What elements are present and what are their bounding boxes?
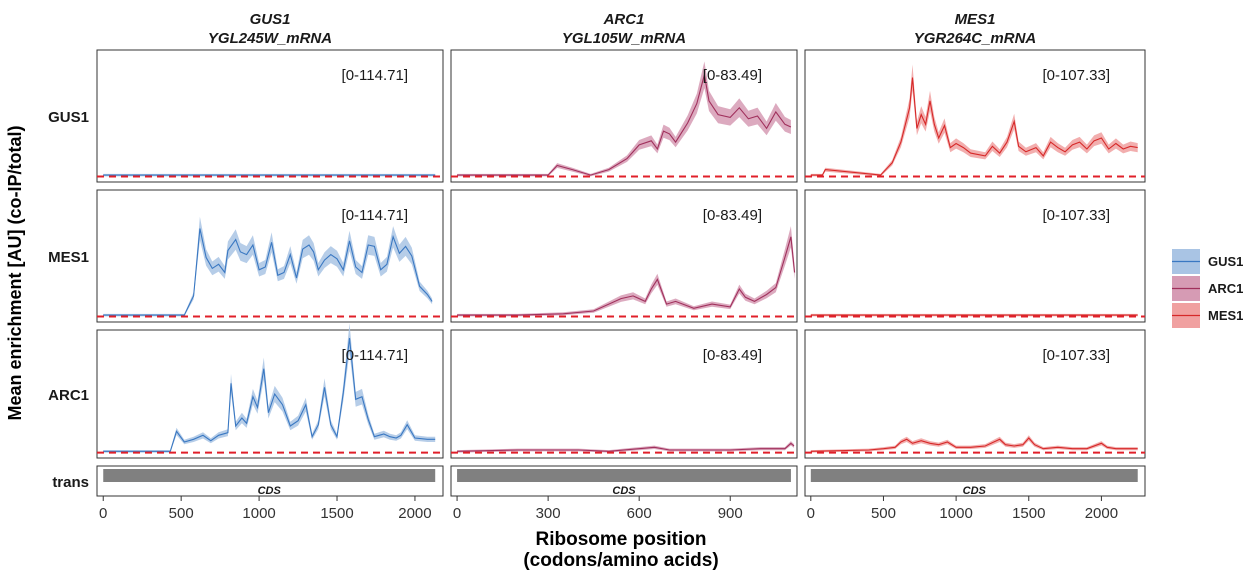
x-tick-label: 300 [536,505,561,522]
series-line [103,228,433,316]
x-tick-label: 1000 [939,505,972,522]
row-label-track: trans [52,474,89,491]
cds-bar [810,469,1138,482]
column-title-mrna: YGL245W_mRNA [208,30,332,47]
x-tick-label: 2000 [1085,505,1118,522]
series-ribbon [810,64,1138,177]
series-ribbon [810,435,1138,453]
range-label: [0-83.49] [703,207,762,224]
column-title-mrna: YGL105W_mRNA [562,30,686,47]
row-label: MES1 [48,249,89,266]
x-tick-label: 0 [807,505,815,522]
panel-frame [804,49,1146,183]
panel-frame [804,329,1146,459]
series-line [457,74,792,176]
cds-label: CDS [963,485,987,497]
cds-label: CDS [258,485,282,497]
x-tick-label: 2000 [398,505,431,522]
series-ribbon [103,323,436,453]
legend-label: ARC1 [1208,281,1243,296]
range-label: [0-107.33] [1042,67,1110,84]
series-line [810,77,1138,176]
panel-frame [96,49,444,183]
range-label: [0-114.71] [342,207,408,224]
column-title-mrna: YGR264C_mRNA [914,30,1037,47]
x-tick-label: 600 [627,505,652,522]
series-line [457,442,795,452]
x-tick-label: 500 [169,505,194,522]
series-line [810,437,1138,452]
x-tick-label: 1500 [320,505,353,522]
column-title-gene: GUS1 [250,11,291,28]
range-label: [0-107.33] [1042,347,1110,364]
x-tick-label: 1500 [1012,505,1045,522]
cds-bar [457,469,791,482]
x-tick-label: 900 [718,505,743,522]
x-axis-title-line2: (codons/amino acids) [523,550,718,571]
series-ribbon [457,226,795,317]
y-axis-title: Mean enrichment [AU] (co-IP/total) [5,125,25,420]
x-tick-label: 500 [871,505,896,522]
x-axis-title-line1: Ribosome position [536,529,707,550]
row-label: GUS1 [48,109,89,126]
legend-label: GUS1 [1208,254,1243,269]
range-label: [0-114.71] [342,67,408,84]
cds-label: CDS [612,485,636,497]
panel-frame [804,189,1146,323]
x-tick-label: 0 [453,505,461,522]
row-label: ARC1 [48,387,89,404]
panel-frame [450,329,798,459]
column-title-gene: MES1 [955,11,996,28]
range-label: [0-114.71] [342,347,408,364]
range-label: [0-83.49] [703,67,762,84]
x-tick-label: 1000 [242,505,275,522]
legend-label: MES1 [1208,308,1243,323]
range-label: [0-107.33] [1042,207,1110,224]
column-title-gene: ARC1 [603,11,645,28]
series-line [457,236,796,316]
x-tick-label: 0 [99,505,107,522]
cds-bar [103,469,436,482]
range-label: [0-83.49] [703,347,762,364]
series-line [103,337,436,452]
